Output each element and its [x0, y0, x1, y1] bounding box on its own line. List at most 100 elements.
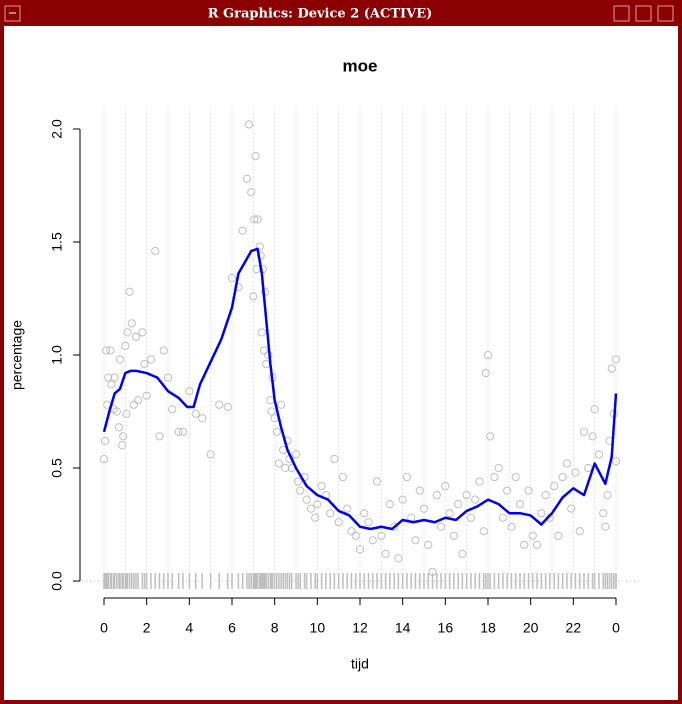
data-point — [343, 504, 352, 513]
data-point — [104, 373, 113, 382]
data-point — [247, 188, 256, 197]
data-point — [259, 346, 269, 355]
data-point — [511, 472, 520, 482]
smooth-line — [102, 247, 618, 531]
data-point — [281, 463, 290, 473]
chart-title: moe — [343, 56, 378, 75]
data-point — [603, 491, 612, 500]
data-point — [168, 405, 177, 414]
data-point — [454, 500, 463, 509]
data-point — [364, 518, 373, 527]
data-point — [215, 400, 224, 409]
data-point — [449, 531, 458, 540]
data-point — [257, 328, 266, 337]
data-point — [599, 509, 608, 518]
data-point — [381, 549, 390, 558]
data-point — [127, 319, 136, 328]
data-point — [306, 504, 316, 513]
y-tick-label: 0.5 — [49, 458, 65, 478]
data-point — [419, 504, 429, 513]
data-point — [532, 540, 542, 549]
data-point — [481, 368, 490, 378]
data-point — [142, 391, 151, 400]
data-point — [601, 522, 610, 531]
x-tick-label: 4 — [185, 620, 193, 636]
x-tick-label: 16 — [438, 620, 454, 636]
data-point — [251, 152, 260, 161]
data-point — [494, 463, 503, 473]
x-tick-label: 2 — [143, 620, 151, 636]
data-point — [390, 522, 399, 531]
data-point — [250, 215, 259, 224]
data-point — [102, 346, 111, 355]
data-point — [402, 472, 412, 482]
data-point — [498, 513, 508, 522]
data-point — [347, 527, 356, 536]
window-title: R Graphics: Device 2 (ACTIVE) — [208, 7, 433, 22]
data-point — [114, 423, 124, 432]
data-point — [334, 518, 343, 527]
data-point — [100, 436, 110, 445]
data-point — [471, 495, 480, 504]
data-point — [579, 427, 589, 436]
data-point — [394, 554, 403, 563]
data-point — [567, 504, 576, 513]
data-point — [107, 380, 116, 389]
data-point — [415, 486, 424, 495]
x-tick-label: 10 — [310, 620, 326, 636]
data-point — [138, 328, 147, 337]
data-point — [372, 477, 382, 486]
data-point — [445, 509, 454, 518]
data-point — [503, 486, 512, 495]
data-point — [276, 400, 286, 409]
data-point — [436, 522, 446, 531]
data-point — [115, 355, 125, 364]
data-point — [571, 468, 580, 477]
data-point — [253, 215, 262, 224]
data-point — [520, 540, 529, 549]
data-point — [466, 513, 476, 522]
data-point — [590, 405, 599, 414]
data-point — [458, 549, 467, 558]
data-point — [562, 459, 572, 468]
data-point — [174, 427, 183, 436]
data-point — [125, 287, 134, 296]
data-point — [131, 332, 141, 342]
data-point — [385, 500, 394, 509]
y-axis-label: percentage — [9, 320, 25, 390]
data-point — [99, 454, 109, 464]
x-tick-label: 22 — [566, 620, 582, 636]
data-point — [515, 500, 525, 509]
maximize-button[interactable] — [635, 5, 652, 22]
data-point — [227, 274, 237, 283]
x-tick-label: 12 — [352, 620, 368, 636]
data-point — [129, 400, 138, 409]
close-button[interactable] — [657, 5, 674, 22]
data-point — [151, 246, 160, 256]
data-point — [475, 477, 484, 486]
data-point — [106, 346, 115, 355]
data-point — [558, 472, 567, 482]
x-tick-label: 0 — [100, 620, 108, 636]
data-point — [123, 328, 132, 337]
data-point — [122, 409, 131, 418]
data-point — [223, 402, 232, 412]
data-point — [537, 509, 546, 518]
data-point — [338, 472, 348, 482]
data-point — [486, 432, 495, 441]
data-point — [272, 427, 281, 436]
data-point — [462, 491, 471, 500]
data-point — [575, 527, 584, 536]
data-point — [398, 495, 407, 504]
data-point — [313, 500, 322, 509]
data-point — [191, 409, 200, 418]
data-point — [355, 545, 365, 554]
data-point — [554, 531, 563, 540]
data-point — [490, 472, 499, 482]
x-tick-label: 6 — [228, 620, 236, 636]
data-point — [146, 355, 156, 364]
x-tick-label: 14 — [395, 620, 411, 636]
data-point — [163, 373, 173, 382]
data-point — [291, 450, 301, 459]
minimize-button[interactable] — [613, 5, 630, 22]
